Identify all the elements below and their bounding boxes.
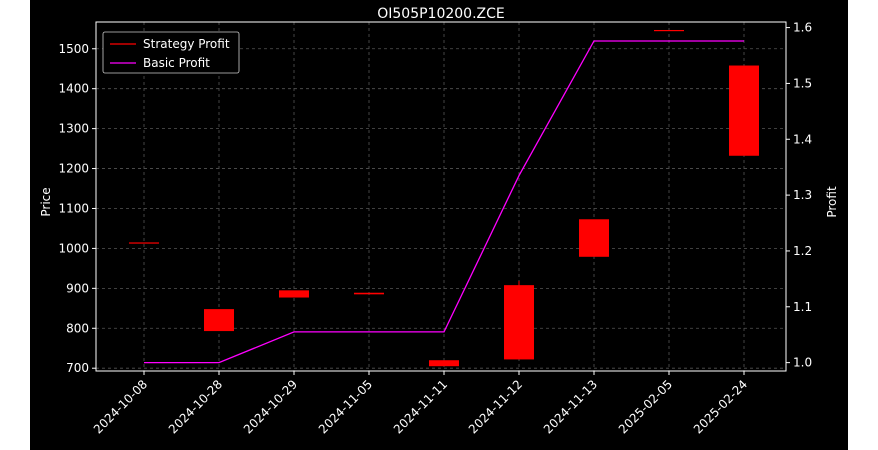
candle-body [129,242,159,244]
legend-basic-label: Basic Profit [143,56,210,70]
x-tick-label: 2024-11-12 [466,377,525,436]
y2-tick-label: 1.4 [793,132,812,146]
y-axis-label: Price [39,187,53,216]
y-tick-label: 800 [66,321,89,335]
candle-body [204,309,234,332]
basic-profit-line-group [144,40,744,364]
x-tick-label: 2024-11-13 [541,377,600,436]
y2-tick-label: 1.5 [793,76,812,90]
y2-axis-label: Profit [825,186,839,218]
legend: Strategy Profit Basic Profit [102,31,240,74]
y-tick-label: 900 [66,281,89,295]
y2-tick-label: 1.6 [793,21,812,35]
y-tick-label: 700 [66,361,89,375]
legend-strategy-label: Strategy Profit [143,37,230,51]
legend-box [102,31,240,74]
right-axis: 1.0 1.1 1.2 1.3 1.4 1.5 1.6 [786,21,812,370]
y2-tick-label: 1.3 [793,188,812,202]
chart-title: OI505P10200.ZCE [377,6,505,22]
grid-lines [96,22,786,371]
x-tick-label: 2024-11-05 [316,377,375,436]
x-axis: 2024-10-08 2024-10-28 2024-10-29 2024-11-05… [91,371,750,436]
candles-group [129,29,759,367]
candle-body [729,65,759,156]
candle-body [504,285,534,360]
candle-body [579,219,609,257]
y2-tick-label: 1.0 [793,356,812,370]
y-tick-label: 1500 [58,42,89,56]
y-tick-label: 1200 [58,162,89,176]
candle-body [654,29,684,32]
x-tick-label: 2024-10-08 [91,377,150,436]
x-tick-label: 2025-02-05 [616,377,675,436]
chart-svg: 700 800 900 1000 1100 1200 1300 1400 1500 1.0 1.1… [39,6,839,436]
y-tick-label: 1000 [58,241,89,255]
candle-body [354,292,384,295]
basic-profit-line [144,40,744,364]
candle-body [279,290,309,298]
y-tick-label: 1100 [58,201,89,215]
x-tick-label: 2024-10-29 [241,377,300,436]
x-tick-label: 2024-10-28 [166,377,225,436]
y2-tick-label: 1.2 [793,244,812,258]
plot-frame [95,21,787,372]
chart-figure: 700 800 900 1000 1100 1200 1300 1400 1500 1.0 1.1… [30,0,848,450]
y-tick-label: 1400 [58,82,89,96]
x-tick-label: 2025-02-24 [691,377,750,436]
y-tick-label: 1300 [58,122,89,136]
y2-tick-label: 1.1 [793,300,812,314]
left-axis: 700 800 900 1000 1100 1200 1300 1400 1500 [58,42,96,375]
x-tick-label: 2024-11-11 [391,377,450,436]
candle-body [429,360,459,367]
